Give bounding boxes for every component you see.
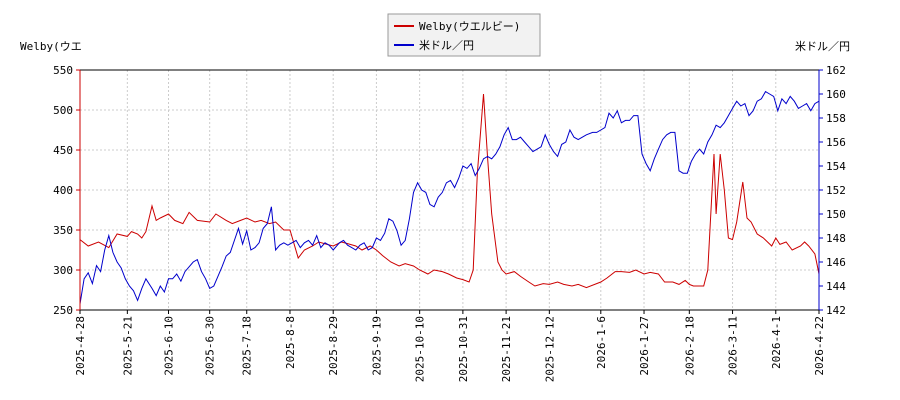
left-tick-label: 500 [53, 104, 73, 117]
right-tick-label: 160 [826, 88, 846, 101]
x-tick-label: 2025-5-21 [121, 316, 134, 376]
x-tick-label: 2025-8-29 [327, 316, 340, 376]
left-tick-label: 250 [53, 304, 73, 317]
right-axis-label: 米ドル／円 [795, 40, 850, 53]
left-y-axis: 250 300 350 400 450 500 550 [53, 64, 81, 317]
x-tick-label: 2025-12-12 [543, 316, 556, 382]
x-tick-label: 2026-1-27 [638, 316, 651, 376]
x-tick-label: 2025-11-21 [500, 316, 513, 382]
left-tick-label: 350 [53, 224, 73, 237]
x-tick-label: 2026-2-18 [683, 316, 696, 376]
x-tick-label: 2026-1-6 [595, 316, 608, 369]
right-tick-label: 156 [826, 136, 846, 149]
right-tick-label: 148 [826, 232, 846, 245]
legend-box [387, 13, 541, 57]
left-axis-label: Welby(ウエ [20, 40, 82, 53]
right-tick-label: 162 [826, 64, 846, 77]
x-axis: 2025-4-28 2025-5-21 2025-6-10 2025-6-30 2025… [74, 310, 826, 382]
usdjpy-rate-line [79, 90, 820, 305]
right-tick-label: 150 [826, 208, 846, 221]
right-tick-label: 158 [826, 112, 846, 125]
x-tick-label: 2026-4-22 [813, 316, 826, 376]
left-tick-label: 300 [53, 264, 73, 277]
x-tick-label: 2025-10-31 [457, 316, 470, 382]
x-tick-label: 2025-8-8 [284, 316, 297, 369]
x-tick-label: 2026-4-1 [770, 316, 783, 369]
left-tick-label: 550 [53, 64, 73, 77]
x-tick-label: 2025-6-30 [204, 316, 217, 376]
x-tick-label: 2025-9-19 [370, 316, 383, 376]
x-tick-label: 2025-4-28 [74, 316, 87, 376]
legend-label: 米ドル／円 [419, 39, 474, 52]
left-tick-label: 400 [53, 184, 73, 197]
right-tick-label: 152 [826, 184, 846, 197]
x-tick-label: 2025-6-10 [163, 316, 176, 376]
x-tick-label: 2025-7-18 [241, 316, 254, 376]
x-tick-label: 2025-10-10 [414, 316, 427, 382]
left-tick-label: 450 [53, 144, 73, 157]
right-tick-label: 146 [826, 256, 846, 269]
right-tick-label: 142 [826, 304, 846, 317]
x-tick-label: 2026-3-11 [727, 316, 740, 376]
legend: Welby(ウエルビー) 米ドル／円 [387, 13, 541, 57]
legend-label: Welby(ウエルビー) [419, 20, 520, 33]
right-y-axis: 142 144 146 148 150 152 154 156 158 160 162 [818, 64, 846, 317]
right-tick-label: 144 [826, 280, 846, 293]
right-tick-label: 154 [826, 160, 846, 173]
welby-price-line [79, 93, 820, 289]
series-lines [79, 90, 820, 305]
